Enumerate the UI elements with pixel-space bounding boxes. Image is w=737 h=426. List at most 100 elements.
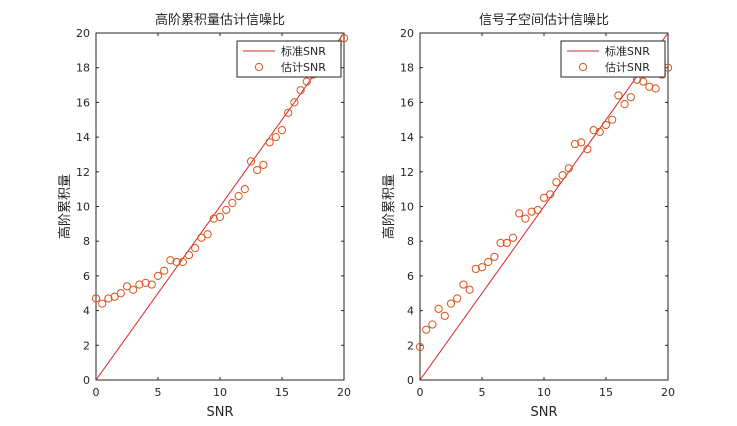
right-y-axis-label: 高阶累积量 xyxy=(381,174,397,239)
right-estimate-point xyxy=(527,207,536,216)
left-x-tick-label: 5 xyxy=(155,386,162,399)
right-estimate-point xyxy=(484,257,493,267)
right-chart: 0 5 10 15 20 0 2 4 6 8 10 12 14 16 18 20 SNR 高阶累积量 信号子空间估计… xyxy=(381,13,675,420)
right-estimate-point xyxy=(422,325,431,334)
left-estimate-point xyxy=(253,165,262,175)
right-estimate-point xyxy=(614,91,623,100)
left-y-tick-label: 0 xyxy=(83,374,90,387)
right-legend-box xyxy=(560,40,666,78)
left-legend: 标准SNR 估计SNR xyxy=(236,40,342,78)
left-estimate-point xyxy=(339,34,349,43)
left-x-tick-label: 10 xyxy=(213,386,227,399)
right-estimate-point xyxy=(601,120,611,130)
left-estimate-point xyxy=(246,157,256,166)
left-x-tick-label: 15 xyxy=(275,386,289,399)
left-estimate-point xyxy=(290,98,299,107)
left-estimate-point xyxy=(160,266,169,275)
left-estimate-point xyxy=(209,214,218,223)
right-y-tick-label: 8 xyxy=(407,235,414,248)
right-y-tick-label: 14 xyxy=(400,131,414,144)
left-estimate-point xyxy=(197,233,206,242)
right-estimate-point xyxy=(564,164,573,173)
right-estimate-point xyxy=(502,238,511,248)
right-estimate-point xyxy=(428,320,437,329)
right-estimate-point xyxy=(546,190,555,199)
left-estimate-point xyxy=(91,294,101,303)
left-estimate-point xyxy=(265,138,274,147)
right-estimate-point xyxy=(521,214,530,223)
left-estimate-point xyxy=(178,257,187,267)
left-y-tick-label: 14 xyxy=(76,131,90,144)
left-estimate-point xyxy=(191,244,200,253)
right-estimate-point xyxy=(508,233,518,242)
right-estimate-point xyxy=(626,93,635,102)
right-estimate-point xyxy=(440,311,449,320)
right-estimate-point xyxy=(453,294,462,303)
left-y-tick-label: 20 xyxy=(76,27,90,40)
right-x-tick-label: 5 xyxy=(479,386,486,399)
right-y-tick-label: 12 xyxy=(400,166,414,179)
left-estimate-point xyxy=(141,278,150,287)
left-estimate-point xyxy=(296,86,305,95)
left-y-tick-label: 18 xyxy=(76,62,90,75)
right-chart-title: 信号子空间估计信噪比 xyxy=(479,13,609,28)
right-legend-marker-swatch xyxy=(578,62,588,72)
left-legend-marker-swatch xyxy=(254,62,264,72)
right-estimate-point xyxy=(620,100,629,109)
right-y-tick-label: 2 xyxy=(407,339,414,352)
left-x-tick-label: 20 xyxy=(337,386,351,399)
left-estimate-point xyxy=(234,191,243,201)
right-estimate-point xyxy=(645,82,654,91)
left-y-tick-label: 2 xyxy=(83,339,90,352)
right-x-tick-label: 15 xyxy=(599,386,613,399)
right-y-tick-label: 6 xyxy=(407,270,414,283)
right-estimate-point xyxy=(583,145,592,154)
left-y-tick-label: 6 xyxy=(83,270,90,283)
right-legend-label: 标准SNR xyxy=(605,44,650,58)
right-estimate-point xyxy=(415,342,425,352)
left-estimate-point xyxy=(147,280,156,289)
right-legend: 标准SNR 估计SNR xyxy=(560,40,666,78)
right-estimate-point xyxy=(459,280,468,289)
left-y-tick-label: 16 xyxy=(76,96,90,109)
right-estimate-point xyxy=(589,126,598,135)
right-y-tick-label: 18 xyxy=(400,62,414,75)
right-series-standard-line xyxy=(420,33,668,380)
left-estimate-point xyxy=(135,280,144,289)
right-legend-label: 估计SNR xyxy=(605,61,650,74)
left-estimate-point xyxy=(277,126,287,135)
right-y-tick-label: 20 xyxy=(400,27,414,40)
left-series-standard-line xyxy=(96,33,344,380)
left-y-tick-label: 10 xyxy=(76,201,90,214)
right-estimate-point xyxy=(577,138,586,147)
left-estimate-point xyxy=(172,257,181,267)
right-y-tick-label: 10 xyxy=(400,201,414,214)
right-estimate-point xyxy=(651,84,660,93)
left-y-tick-label: 8 xyxy=(83,235,90,248)
right-estimate-point xyxy=(639,77,648,86)
left-estimate-point xyxy=(122,282,132,291)
left-legend-box xyxy=(236,40,342,78)
left-y-tick-label: 12 xyxy=(76,166,90,179)
right-estimate-point xyxy=(496,238,505,248)
right-estimate-point xyxy=(533,205,542,215)
right-estimate-point xyxy=(490,252,499,261)
left-y-tick-label: 4 xyxy=(83,305,90,318)
right-estimate-point xyxy=(477,263,487,272)
left-estimate-point xyxy=(129,285,138,294)
left-chart: 0 5 10 15 20 0 2 4 6 8 10 12 14 16 18 20 SNR 高阶累积量 高阶累积量估计… xyxy=(57,12,351,420)
right-estimate-point xyxy=(608,115,617,124)
right-estimate-point xyxy=(539,193,549,202)
left-chart-title: 高阶累积量估计信噪比 xyxy=(155,12,285,28)
right-x-tick-label: 10 xyxy=(537,386,551,399)
right-estimate-point xyxy=(558,171,567,180)
right-estimate-point xyxy=(434,304,443,313)
right-x-axis-label: SNR xyxy=(530,405,557,420)
left-estimate-point xyxy=(228,198,237,208)
left-estimate-point xyxy=(104,294,113,303)
left-estimate-point xyxy=(166,256,175,265)
left-x-tick-label: 0 xyxy=(93,386,100,399)
left-estimate-point xyxy=(110,292,119,301)
left-estimate-point xyxy=(302,77,311,86)
